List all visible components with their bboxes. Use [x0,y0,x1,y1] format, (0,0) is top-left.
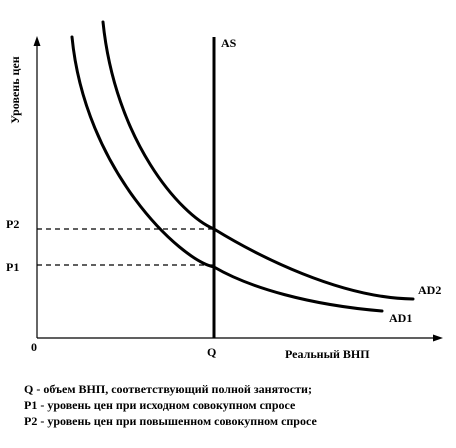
legend: Q - объем ВНП, соответствующий полной за… [24,381,317,429]
ad1-curve [70,35,384,313]
origin-label: 0 [31,340,37,354]
x-axis-label: Реальный ВНП [285,347,370,361]
as-ad-diagram: Уровень цен Реальный ВНП 0 Q P2 P1 AS AD… [6,20,443,361]
p2-label: P2 [6,217,19,231]
x-axis-arrow [433,334,443,342]
legend-line-q: Q - объем ВНП, соответствующий полной за… [24,382,312,396]
as-label: AS [221,36,237,50]
ad1-label: AD1 [389,311,412,325]
y-axis-arrow [33,36,41,46]
ad2-label: AD2 [418,283,441,297]
p1-label: P1 [6,260,19,274]
q-label: Q [207,345,216,359]
legend-line-p2: P2 - уровень цен при повышенном совокупн… [24,414,317,428]
ad2-curve [101,20,415,301]
y-axis-label: Уровень цен [8,56,22,124]
legend-line-p1: P1 - уровень цен при исходном совокупном… [24,398,296,412]
